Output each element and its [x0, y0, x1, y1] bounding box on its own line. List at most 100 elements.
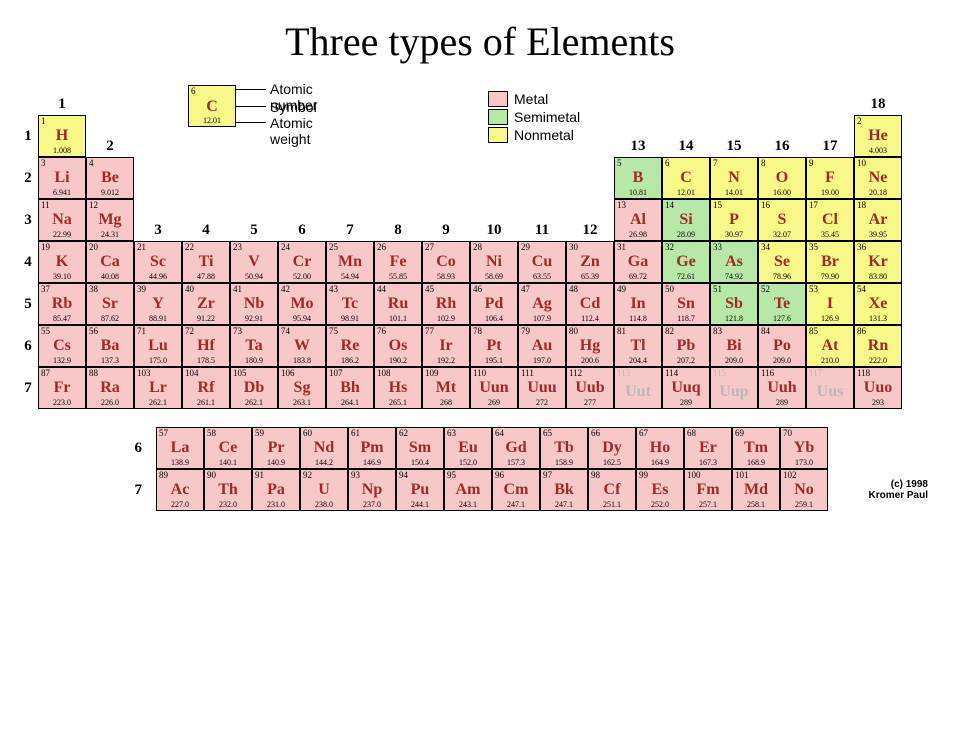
element-Cr: 24Cr52.00	[278, 241, 326, 283]
group-label-8: 8	[374, 222, 422, 241]
main-grid: 11811H1.008213141516172He4.00323Li6.9414…	[18, 73, 942, 409]
element-Ge: 32Ge72.61	[662, 241, 710, 283]
element-Po: 84Po209.0	[758, 325, 806, 367]
element-Ce: 58Ce140.1	[204, 427, 252, 469]
element-Er: 68Er167.3	[684, 427, 732, 469]
element-Sm: 62Sm150.4	[396, 427, 444, 469]
legend-swatch-metal	[488, 91, 508, 107]
key-atomic-number: 6	[191, 87, 233, 96]
element-Pu: 94Pu244.1	[396, 469, 444, 511]
group-label-15: 15	[710, 138, 758, 157]
element-Tb: 65Tb158.9	[540, 427, 588, 469]
element-Uun: 110Uun269	[470, 367, 518, 409]
element-Al: 13Al26.98	[614, 199, 662, 241]
element-Ar: 18Ar39.95	[854, 199, 902, 241]
element-Mn: 25Mn54.94	[326, 241, 374, 283]
legend-metal: Metal	[488, 91, 580, 107]
element-Ir: 77Ir192.2	[422, 325, 470, 367]
element-Fr: 87Fr223.0	[38, 367, 86, 409]
element-Ca: 20Ca40.08	[86, 241, 134, 283]
page-title: Three types of Elements	[0, 18, 960, 65]
group-label-5: 5	[230, 222, 278, 241]
group-label-1: 1	[38, 96, 86, 115]
element-Uup: 115Uup	[710, 367, 758, 409]
element-Bh: 107Bh264.1	[326, 367, 374, 409]
element-Cu: 29Cu63.55	[518, 241, 566, 283]
lan-period-7: 7	[18, 482, 156, 499]
element-Co: 27Co58.93	[422, 241, 470, 283]
element-Am: 95Am243.1	[444, 469, 492, 511]
element-Ta: 73Ta180.9	[230, 325, 278, 367]
element-Se: 34Se78.96	[758, 241, 806, 283]
element-No: 102No259.1	[780, 469, 828, 511]
element-Uub: 112Uub277	[566, 367, 614, 409]
element-C: 6C12.01	[662, 157, 710, 199]
element-Bi: 83Bi209.0	[710, 325, 758, 367]
element-Dy: 66Dy162.5	[588, 427, 636, 469]
key-label-aw: Atomic weight	[270, 115, 313, 147]
element-Mo: 42Mo95.94	[278, 283, 326, 325]
period-label-1: 1	[18, 128, 38, 145]
key-symbol: C	[191, 99, 233, 115]
element-O: 8O16.00	[758, 157, 806, 199]
element-Ag: 47Ag107.9	[518, 283, 566, 325]
element-Pb: 82Pb207.2	[662, 325, 710, 367]
element-V: 23V50.94	[230, 241, 278, 283]
period-label-5: 5	[18, 296, 38, 313]
group-label-4: 4	[182, 222, 230, 241]
period-label-2: 2	[18, 170, 38, 187]
element-Cl: 17Cl35.45	[806, 199, 854, 241]
element-I: 53I126.9	[806, 283, 854, 325]
legend: MetalSemimetalNonmetal	[488, 91, 580, 145]
element-Br: 35Br79.90	[806, 241, 854, 283]
element-In: 49In114.8	[614, 283, 662, 325]
group-label-13: 13	[614, 138, 662, 157]
element-Hf: 72Hf178.5	[182, 325, 230, 367]
element-Ga: 31Ga69.72	[614, 241, 662, 283]
group-label-17: 17	[806, 138, 854, 157]
element-Pt: 78Pt195.1	[470, 325, 518, 367]
element-Th: 90Th232.0	[204, 469, 252, 511]
group-label-6: 6	[278, 222, 326, 241]
element-P: 15P30.97	[710, 199, 758, 241]
element-Ac: 89Ac227.0	[156, 469, 204, 511]
element-Ho: 67Ho164.9	[636, 427, 684, 469]
element-Lr: 103Lr262.1	[134, 367, 182, 409]
element-La: 57La138.9	[156, 427, 204, 469]
element-Ba: 56Ba137.3	[86, 325, 134, 367]
element-Yb: 70Yb173.0	[780, 427, 828, 469]
element-Mt: 109Mt268	[422, 367, 470, 409]
element-Np: 93Np237.0	[348, 469, 396, 511]
credit-text: (c) 1998Kromer Paul	[869, 479, 928, 501]
element-As: 33As74.92	[710, 241, 758, 283]
element-Tm: 69Tm168.9	[732, 427, 780, 469]
period-label-4: 4	[18, 254, 38, 271]
element-Fm: 100Fm257.1	[684, 469, 732, 511]
period-label-6: 6	[18, 338, 38, 355]
key-cell: 6 C 12.01	[188, 85, 236, 127]
element-Nb: 41Nb92.91	[230, 283, 278, 325]
element-Sg: 106Sg263.1	[278, 367, 326, 409]
element-Tl: 81Tl204.4	[614, 325, 662, 367]
element-Pd: 46Pd106.4	[470, 283, 518, 325]
group-label-9: 9	[422, 222, 470, 241]
element-Cs: 55Cs132.9	[38, 325, 86, 367]
element-Fe: 26Fe55.85	[374, 241, 422, 283]
element-U: 92U238.0	[300, 469, 348, 511]
element-Rn: 86Rn222.0	[854, 325, 902, 367]
element-Nd: 60Nd144.2	[300, 427, 348, 469]
element-Si: 14Si28.09	[662, 199, 710, 241]
element-Te: 52Te127.6	[758, 283, 806, 325]
element-Ra: 88Ra226.0	[86, 367, 134, 409]
element-Ne: 10Ne20.18	[854, 157, 902, 199]
element-Os: 76Os190.2	[374, 325, 422, 367]
element-Tc: 43Tc98.91	[326, 283, 374, 325]
element-N: 7N14.01	[710, 157, 758, 199]
key-box: 6 C 12.01 Atomic number Symbol Atomic we…	[188, 85, 236, 127]
period-label-7: 7	[18, 380, 38, 397]
legend-label-nonmetal: Nonmetal	[514, 127, 574, 143]
element-Au: 79Au197.0	[518, 325, 566, 367]
element-Cf: 98Cf251.1	[588, 469, 636, 511]
legend-label-metal: Metal	[514, 91, 548, 107]
element-At: 85At210.0	[806, 325, 854, 367]
